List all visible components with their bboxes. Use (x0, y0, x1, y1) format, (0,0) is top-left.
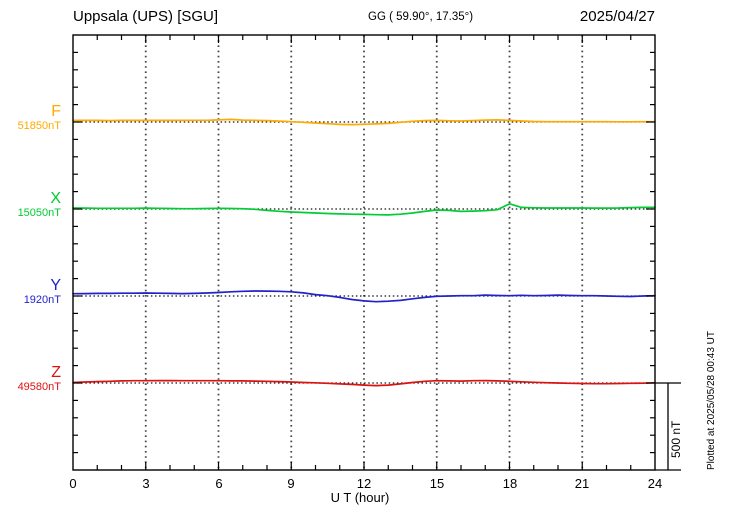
component-label-x: X 15050nT (0, 190, 61, 220)
x-axis-title: U T (hour) (330, 490, 390, 505)
station-title: Uppsala (UPS) [SGU] (73, 8, 219, 25)
trace-F (72, 118, 656, 126)
component-letter-x: X (50, 190, 61, 207)
x-tick-0: 0 (69, 476, 77, 491)
component-baseline-f: 51850nT (17, 120, 61, 132)
component-letter-f: F (51, 103, 61, 120)
component-baseline-x: 15050nT (17, 207, 61, 219)
component-label-y: Y 1920nT (0, 277, 61, 307)
component-letter-y: Y (50, 277, 61, 294)
x-tick-9: 9 (287, 476, 295, 491)
component-label-f: F 51850nT (0, 103, 61, 133)
plotted-at-timestamp: Plotted at 2025/05/28 00:43 UT (706, 331, 717, 470)
component-baseline-y: 1920nT (23, 294, 61, 306)
x-tick-18: 18 (502, 476, 518, 491)
x-tick-6: 6 (215, 476, 223, 491)
x-tick-24: 24 (647, 476, 663, 491)
x-tick-3: 3 (142, 476, 150, 491)
component-label-z: Z 49580nT (0, 364, 61, 394)
x-tick-12: 12 (356, 476, 372, 491)
scale-bar-label: 500 nT (669, 420, 683, 458)
x-tick-21: 21 (574, 476, 590, 491)
trace-X (72, 202, 656, 216)
x-tick-15: 15 (429, 476, 445, 491)
component-letter-z: Z (51, 364, 61, 381)
plot-date: 2025/04/27 (579, 8, 655, 25)
component-baseline-z: 49580nT (17, 381, 61, 393)
trace-Y (72, 290, 656, 303)
geographic-coords: GG ( 59.90°, 17.35°) (368, 11, 474, 23)
trace-Z (72, 379, 656, 387)
